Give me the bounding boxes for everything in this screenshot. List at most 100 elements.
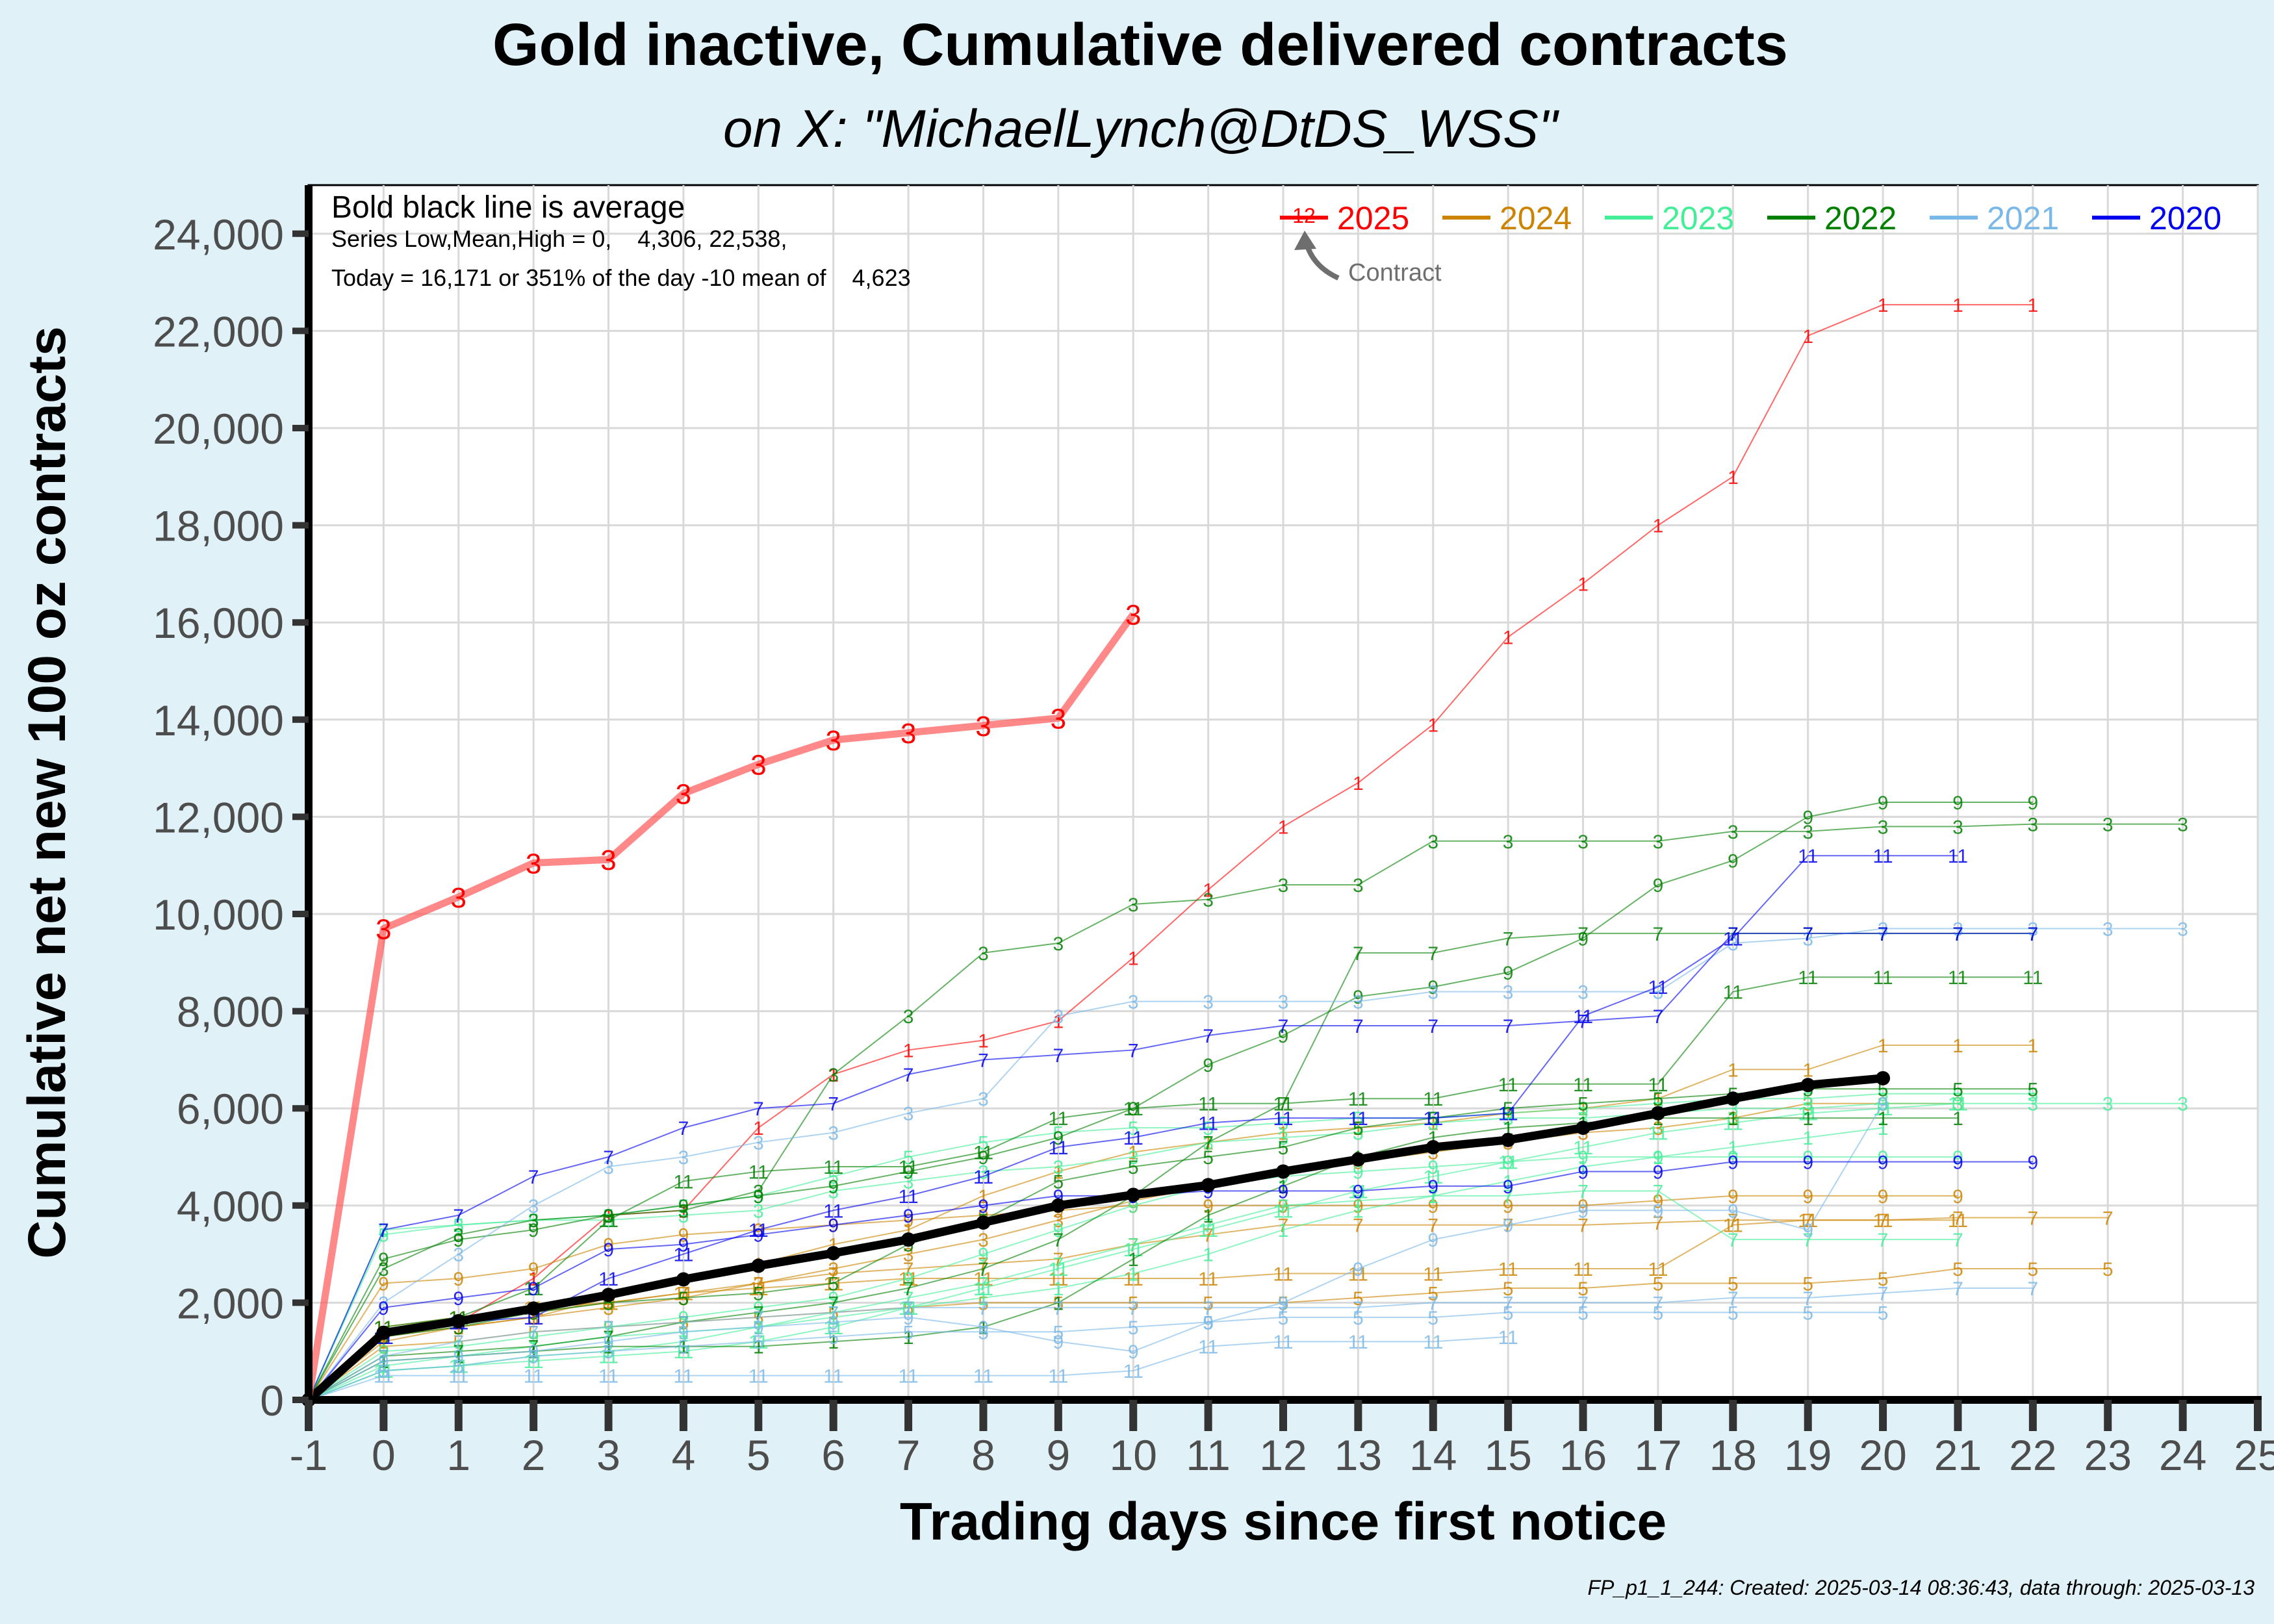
point-label: 1 <box>1128 1143 1139 1164</box>
x-tick-label: 21 <box>1934 1431 1982 1479</box>
point-label: 5 <box>1578 1094 1589 1115</box>
point-label: 3 <box>1653 831 1664 853</box>
point-label: 5 <box>1503 1302 1514 1324</box>
point-label: 11 <box>748 1220 769 1241</box>
point-label: 7 <box>1578 1215 1589 1237</box>
legend-item-2024: 2024 <box>1442 200 1572 236</box>
point-label: 7 <box>1952 1278 1963 1300</box>
point-label: 7 <box>1128 1298 1139 1319</box>
point-label: 1 <box>1353 1200 1364 1222</box>
point-label: 9 <box>978 1317 989 1339</box>
point-label: 5 <box>1427 1283 1438 1304</box>
x-tick-label: 4 <box>672 1431 696 1479</box>
series-line <box>308 976 2033 1401</box>
point-label: 5 <box>1952 1259 1963 1280</box>
point-label: 7 <box>453 1356 464 1378</box>
point-label: 5 <box>903 1298 914 1319</box>
point-label: 3 <box>1427 982 1438 1004</box>
average-point <box>1876 1071 1891 1085</box>
y-tick-label: 10,000 <box>153 891 284 939</box>
series-line <box>308 932 2033 1401</box>
point-label: 9 <box>903 1206 914 1227</box>
point-label: 9 <box>1128 1098 1139 1120</box>
point-label: 5 <box>1053 1123 1064 1145</box>
point-label: 9 <box>453 1230 464 1251</box>
point-label: 3 <box>1128 894 1139 916</box>
point-label: 1 <box>1578 574 1589 595</box>
point-label: 7 <box>1952 1208 1963 1230</box>
point-label: 11 <box>1798 967 1818 989</box>
point-label: 7 <box>978 1254 989 1276</box>
point-label: 11 <box>1648 977 1668 998</box>
point-label: 5 <box>1278 1308 1289 1329</box>
point-label: 9 <box>1878 1147 1889 1169</box>
average-point <box>901 1232 916 1247</box>
point-label: 9 <box>1728 851 1739 872</box>
point-label: 9 <box>1728 1200 1739 1222</box>
point-label: 1 <box>1503 628 1514 649</box>
point-label: 7 <box>1203 1215 1214 1237</box>
point-label: 11 <box>1123 1361 1143 1382</box>
point-label: 3 <box>2028 815 2039 836</box>
point-label: 9 <box>378 1351 389 1373</box>
x-tick-label: 17 <box>1634 1431 1681 1479</box>
point-label: 7 <box>828 1293 839 1314</box>
point-label: 3 <box>978 943 989 965</box>
point-label: 9 <box>828 1176 839 1198</box>
series-2022-contract-3: 3 3 3 3 3 3 3 3 3 3 3 3 3 3 3 3 3 3 3 3 3 3 3 3 3 <box>308 815 2188 1401</box>
point-label: 3 <box>1578 831 1589 853</box>
point-label: 5 <box>603 1317 614 1339</box>
point-label: 1 <box>1802 326 1813 348</box>
point-label: 11 <box>1498 1259 1518 1280</box>
series-line <box>308 1102 2183 1401</box>
point-label: 11 <box>2023 967 2043 989</box>
point-label: 7 <box>1053 1045 1064 1067</box>
point-label: 5 <box>1353 1108 1364 1130</box>
point-label: 11 <box>823 1157 843 1178</box>
x-tick-label: 24 <box>2159 1431 2206 1479</box>
point-label: 3 <box>978 1161 989 1183</box>
y-tick-label: 4,000 <box>177 1182 284 1230</box>
point-label: 11 <box>673 1366 693 1388</box>
point-label: 1 <box>1952 1035 1963 1057</box>
point-label: 5 <box>903 1147 914 1169</box>
point-label: 5 <box>1802 1273 1813 1295</box>
point-label: 7 <box>828 1302 839 1324</box>
point-label: 1 <box>528 1269 539 1290</box>
point-label: 11 <box>1648 1074 1668 1096</box>
point-label: 11 <box>1348 1108 1368 1130</box>
legend-label: 2025 <box>1337 200 1409 236</box>
point-label: 5 <box>1653 1089 1664 1110</box>
point-label: 7 <box>1427 1293 1438 1314</box>
point-label: 7 <box>1278 1016 1289 1037</box>
point-label: 5 <box>1578 1278 1589 1300</box>
y-tick-label: 24,000 <box>153 210 284 259</box>
x-tick-label: 13 <box>1335 1431 1382 1479</box>
x-tick-label: 14 <box>1409 1431 1457 1479</box>
point-label: 11 <box>1872 846 1893 867</box>
point-label: 7 <box>978 1273 989 1295</box>
point-label: 11 <box>673 1245 693 1266</box>
legend-contract-marker: 12 <box>1292 204 1316 227</box>
point-label: 7 <box>1802 924 1813 945</box>
point-label: 1 <box>1353 1118 1364 1139</box>
point-label: 9 <box>1053 1128 1064 1149</box>
point-label: 7 <box>1353 1298 1364 1319</box>
point-label: 1 <box>1203 880 1214 902</box>
point-label: 3 <box>1503 831 1514 853</box>
point-label: 3 <box>453 1245 464 1266</box>
point-label: 9 <box>1728 1152 1739 1173</box>
point-label: 11 <box>1423 1167 1443 1188</box>
point-label: 1 <box>903 1040 914 1061</box>
point-label: 11 <box>1948 1210 1968 1232</box>
point-label: 7 <box>528 1337 539 1358</box>
point-label: 3 <box>603 1157 614 1178</box>
point-label: 9 <box>1353 1259 1364 1280</box>
point-label: 3 <box>1051 704 1066 735</box>
point-label: 9 <box>1278 1196 1289 1217</box>
point-label: 7 <box>903 1065 914 1086</box>
point-label: 3 <box>1053 933 1064 955</box>
point-label: 11 <box>898 1157 918 1178</box>
average-point <box>751 1258 766 1273</box>
point-label: 9 <box>1503 1152 1514 1173</box>
